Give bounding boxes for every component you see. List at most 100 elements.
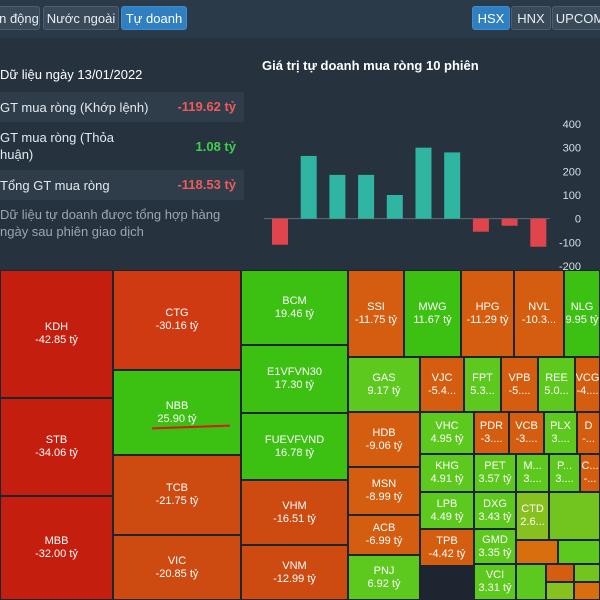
tab-nuoc-ngoai[interactable]: Nước ngoài xyxy=(43,6,119,30)
treemap-cell-name: SSI xyxy=(367,300,385,313)
treemap-cell-name: VHC xyxy=(435,420,459,432)
treemap-cell-vcb[interactable]: VCB -3.... xyxy=(509,412,544,454)
treemap-cell-hpg[interactable]: HPG -11.29 tỷ xyxy=(461,270,514,357)
tab-hnx[interactable]: HNX xyxy=(511,6,551,30)
treemap-cell-mwg[interactable]: MWG 11.67 tỷ xyxy=(404,270,461,357)
treemap-cell-value: -42.85 tỷ xyxy=(35,334,78,346)
tab-bien-dong[interactable]: n động xyxy=(0,6,40,30)
treemap-cell-value: -30.16 tỷ xyxy=(155,320,199,332)
treemap-cell-value: 17.30 tỷ xyxy=(274,379,315,391)
treemap-cell-pdr[interactable]: PDR -3.... xyxy=(474,412,509,454)
treemap-cell-stb[interactable]: STB -34.06 tỷ xyxy=(0,398,113,496)
treemap-cell-value: -4.... xyxy=(576,384,599,397)
treemap-cell-ree[interactable]: REE 5.0... xyxy=(538,357,575,412)
treemap-cell-tcb[interactable]: TCB -21.75 tỷ xyxy=(113,455,241,535)
treemap-cell-d[interactable]: D -... xyxy=(577,412,600,454)
treemap-cell-m[interactable]: M... 3.... xyxy=(516,454,549,492)
treemap-cell-small[interactable] xyxy=(574,564,600,582)
treemap-cell-small[interactable] xyxy=(558,540,600,564)
bar-4[interactable] xyxy=(386,195,403,219)
bar-0[interactable] xyxy=(272,218,288,245)
treemap-cell-value: -5.4... xyxy=(427,384,457,397)
treemap-cell-small[interactable] xyxy=(549,492,600,540)
treemap-cell-dxg[interactable]: DXG 3.43 tỷ xyxy=(474,492,516,529)
treemap-cell-vhc[interactable]: VHC 4.95 tỷ xyxy=(420,412,474,454)
treemap-cell-pet[interactable]: PET 3.57 tỷ xyxy=(474,454,516,492)
treemap-cell-vci[interactable]: VCI 3.31 tỷ xyxy=(474,564,516,600)
treemap-cell-name: PET xyxy=(484,460,506,472)
treemap-cell-plx[interactable]: PLX 3.... xyxy=(544,412,577,454)
net-buy-negotiated-label: GT mua ròng (Thỏa xyxy=(0,130,114,145)
treemap-cell-lpb[interactable]: LPB 4.49 tỷ xyxy=(420,492,474,529)
treemap-cell-msn[interactable]: MSN -8.99 tỷ xyxy=(348,467,420,515)
treemap-cell-vic[interactable]: VIC -20.85 tỷ xyxy=(113,535,241,600)
treemap-cell-nvl[interactable]: NVL -10.3... xyxy=(514,270,564,357)
y-tick-label: 400 xyxy=(563,119,581,131)
treemap-cell-value: -20.85 tỷ xyxy=(155,567,199,580)
treemap-cell-ctd[interactable]: CTD 2.6... xyxy=(516,492,549,540)
treemap-cell-small[interactable] xyxy=(574,582,600,600)
tab-upcom[interactable]: UPCOM xyxy=(552,6,600,30)
bar-2[interactable] xyxy=(329,174,346,219)
treemap-cell-bcm[interactable]: BCM 19.46 tỷ xyxy=(241,270,348,345)
bar-6[interactable] xyxy=(444,152,461,219)
treemap-cell-value: -3.... xyxy=(515,433,538,445)
treemap-cell-name: VCB xyxy=(515,420,538,432)
treemap-cell-c[interactable]: C... -... xyxy=(580,454,600,492)
treemap-cell-pnj[interactable]: PNJ 6.92 tỷ xyxy=(348,555,420,600)
treemap-cell-value: -34.06 tỷ xyxy=(35,447,78,459)
treemap-cell-hdb[interactable]: HDB -9.06 tỷ xyxy=(348,412,420,467)
treemap-cell-name: HPG xyxy=(475,300,500,313)
treemap-cell-small[interactable] xyxy=(516,564,546,600)
treemap-cell-fuevfvnd[interactable]: FUEVFVND 16.78 tỷ xyxy=(241,413,348,480)
treemap-cell-name: MBB xyxy=(44,535,69,547)
treemap-cell-name: BCM xyxy=(282,294,307,307)
treemap-cell-value: 9.95 tỷ xyxy=(565,313,599,326)
treemap-cell-gas[interactable]: GAS 9.17 tỷ xyxy=(348,357,420,412)
treemap-cell-name: NBB xyxy=(165,399,189,412)
treemap-cell-vnm[interactable]: VNM -12.99 tỷ xyxy=(241,545,348,600)
chart-title: Giá trị tự doanh mua ròng 10 phiên xyxy=(262,58,479,73)
bar-5[interactable] xyxy=(415,147,432,219)
treemap-cell-ctg[interactable]: CTG -30.16 tỷ xyxy=(113,270,241,370)
treemap-cell-value: 9.17 tỷ xyxy=(367,384,401,397)
treemap-cell-small[interactable] xyxy=(546,582,574,600)
bar-1[interactable] xyxy=(300,155,317,219)
treemap-cell-ssi[interactable]: SSI -11.75 tỷ xyxy=(348,270,404,357)
bar-3[interactable] xyxy=(358,174,375,219)
bar-8[interactable] xyxy=(501,218,518,226)
y-tick-label: 100 xyxy=(563,190,581,202)
treemap-cell-value: 19.46 tỷ xyxy=(274,307,315,320)
treemap-cell-vpb[interactable]: VPB -5.... xyxy=(501,357,538,412)
bar-7[interactable] xyxy=(472,218,489,232)
tab-tu-doanh[interactable]: Tự doanh xyxy=(121,6,187,30)
treemap-cell-name: HDB xyxy=(372,426,396,439)
treemap-cell-kdh[interactable]: KDH -42.85 tỷ xyxy=(0,270,113,398)
treemap-cell-value: -3.... xyxy=(480,433,503,445)
treemap-cell-value: -5.... xyxy=(508,384,531,397)
tab-hsx[interactable]: HSX xyxy=(472,6,510,30)
treemap-cell-nlg[interactable]: NLG 9.95 tỷ xyxy=(564,270,600,357)
treemap-cell-value: -4.42 tỷ xyxy=(428,547,466,560)
treemap-cell-value: -10.3... xyxy=(521,313,557,326)
bar-9[interactable] xyxy=(530,218,547,247)
treemap-cell-name: PDR xyxy=(479,420,504,432)
treemap-cell-p[interactable]: P... 3.... xyxy=(549,454,580,492)
treemap-cell-vhm[interactable]: VHM -16.51 tỷ xyxy=(241,480,348,545)
treemap-cell-fpt[interactable]: FPT 5.3... xyxy=(464,357,501,412)
treemap-cell-tpb[interactable]: TPB -4.42 tỷ xyxy=(420,529,474,566)
treemap-cell-khg[interactable]: KHG 4.91 tỷ xyxy=(420,454,474,492)
treemap-cell-name: PNJ xyxy=(373,564,395,577)
treemap-cell-acb[interactable]: ACB -6.99 tỷ xyxy=(348,515,420,555)
treemap-cell-vjc[interactable]: VJC -5.4... xyxy=(420,357,464,412)
treemap-cell-gmd[interactable]: GMD 3.35 tỷ xyxy=(474,529,516,564)
treemap-cell-mbb[interactable]: MBB -32.00 tỷ xyxy=(0,496,113,600)
treemap-cell-vcg[interactable]: VCG -4.... xyxy=(575,357,600,412)
net-buy-treemap: KDH -42.85 tỷ STB -34.06 tỷ MBB -32.00 tỷ CTG -… xyxy=(0,270,600,600)
treemap-cell-e1vfvn30[interactable]: E1VFVN30 17.30 tỷ xyxy=(241,345,348,413)
treemap-cell-nbb[interactable]: NBB 25.90 tỷ xyxy=(113,370,241,455)
treemap-cell-name: NLG xyxy=(570,300,594,313)
treemap-cell-small[interactable] xyxy=(516,540,558,564)
treemap-cell-value: 6.92 tỷ xyxy=(367,577,401,590)
treemap-cell-small[interactable] xyxy=(546,564,574,582)
